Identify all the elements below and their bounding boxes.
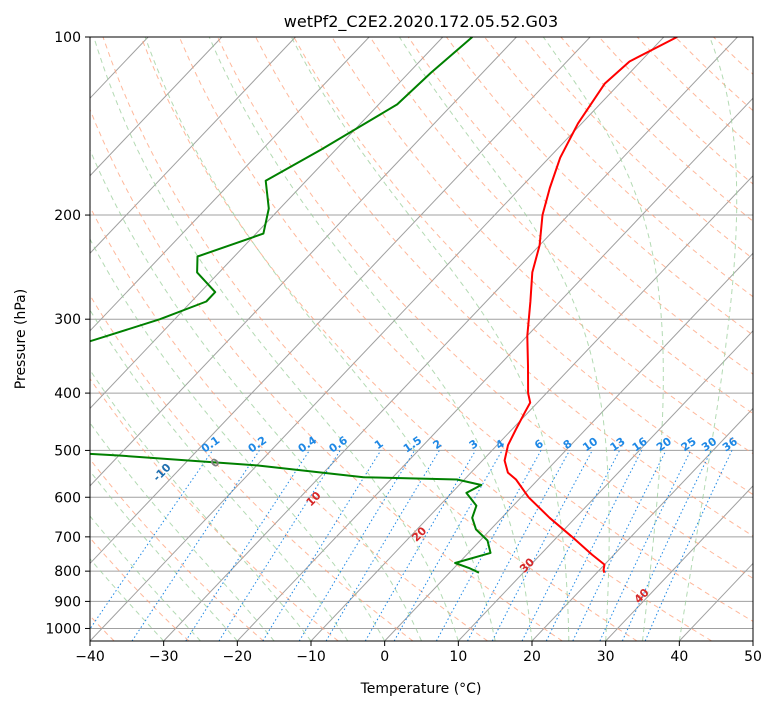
y-tick-label: 1000: [45, 621, 81, 637]
x-tick-label: 10: [449, 649, 467, 665]
dry-adiabat-line: [255, 37, 753, 537]
moist-adiabat-line: [93, 37, 459, 641]
x-tick-label: 0: [380, 649, 389, 665]
mixing-ratio-line: [435, 450, 542, 641]
y-axis-label: Pressure (hPa): [13, 289, 29, 389]
x-tick-label: −40: [75, 649, 105, 665]
dry-adiabat-line: [90, 458, 264, 641]
y-tick-label: 300: [54, 312, 81, 328]
isotherm-line: [163, 37, 738, 641]
dry-adiabat-line: [90, 205, 488, 641]
dry-adiabat-line: [90, 294, 414, 641]
x-tick-label: −30: [149, 649, 179, 665]
x-tick-label: −20: [223, 649, 253, 665]
x-tick-label: 30: [597, 649, 615, 665]
moist-adiabat-line: [290, 37, 570, 641]
isotherm-line: [310, 175, 753, 641]
isotherm-line: [384, 252, 753, 641]
plot-frame: [89, 36, 754, 642]
isotherm-line: [605, 485, 753, 641]
moist-adiabat-line: [90, 238, 386, 641]
mixing-ratio-line: [545, 450, 643, 641]
y-tick-label: 400: [54, 386, 81, 402]
moist-adiabat-line: [398, 37, 610, 641]
mixing-ratio-line: [393, 450, 503, 641]
moist-adiabat-line: [90, 470, 238, 641]
mixing-ratio-line: [131, 450, 260, 641]
x-tick-label: 40: [670, 649, 688, 665]
moist-adiabat-line: [90, 148, 422, 641]
moist-adiabat-line: [208, 37, 533, 641]
moist-adiabat-line: [90, 515, 201, 641]
y-tick-label: 900: [54, 594, 81, 610]
moist-adiabat-line: [90, 422, 275, 641]
isotherm-line: [90, 37, 517, 487]
y-tick-label: 600: [54, 490, 81, 506]
dry-adiabat-line: [90, 108, 563, 641]
mixing-ratio-line: [521, 450, 621, 641]
y-tick-label: 700: [54, 530, 81, 546]
y-tick-label: 800: [54, 564, 81, 580]
isotherm-line: [90, 37, 665, 641]
x-tick-label: 20: [523, 649, 541, 665]
dry-adiabat-line: [140, 37, 712, 641]
isotherm-line: [90, 37, 296, 255]
dry-adiabat-line: [407, 37, 753, 375]
mixing-ratio-line: [218, 450, 341, 641]
dry-adiabat-line: [102, 37, 638, 641]
moist-adiabat-line: [90, 558, 165, 641]
mixing-ratio-line: [90, 450, 214, 630]
isotherm-line: [90, 37, 444, 410]
moist-adiabat-line: [678, 37, 738, 641]
temperature-profile-line: [503, 37, 678, 573]
x-axis-label: Temperature (°C): [360, 681, 482, 697]
mixing-ratio-line: [185, 450, 310, 641]
mixing-ratio-line: [298, 450, 416, 641]
mixing-ratio-line: [644, 450, 733, 641]
isotherm-line: [236, 97, 753, 641]
y-tick-label: 200: [54, 208, 81, 224]
isotherm-line: [90, 37, 591, 565]
y-tick-label: 100: [54, 30, 81, 46]
y-tick-label: 500: [54, 443, 81, 459]
isotherm-line: [457, 330, 753, 641]
dry-adiabat-line: [293, 37, 753, 496]
x-tick-label: 50: [744, 649, 762, 665]
isotherm-line: [531, 407, 753, 641]
mixing-ratio-line: [262, 450, 382, 641]
dry-adiabat-line: [217, 37, 753, 579]
isotherm-line: [90, 37, 370, 332]
moist-adiabat-line: [144, 37, 496, 641]
isotherm-line: [90, 37, 223, 177]
moist-adiabat-line: [542, 37, 664, 641]
mixing-ratio-line: [467, 450, 571, 641]
dry-adiabat-line: [178, 37, 753, 622]
dewpoint-profile-line: [90, 37, 492, 574]
chart-title: wetPf2_C2E2.2020.172.05.52.G03: [284, 12, 558, 32]
moist-adiabat-line: [90, 309, 349, 641]
x-tick-label: −10: [296, 649, 326, 665]
